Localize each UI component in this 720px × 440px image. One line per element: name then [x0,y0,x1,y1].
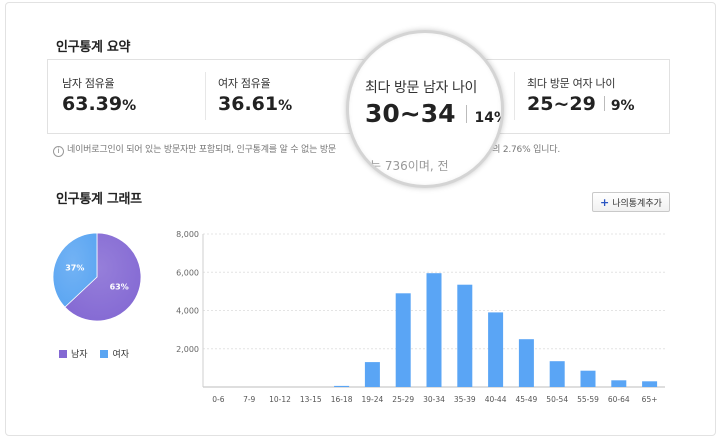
bar-30-34 [426,273,442,387]
female-share-label: 여자 점유율 [218,77,271,90]
graph-title: 인구통계 그래프 [56,192,142,207]
x-tick-label: 65+ [642,395,658,404]
divider [514,72,515,120]
gender-pie-chart: 63% 37% [52,232,142,322]
bar-65+ [642,381,658,387]
x-tick-label: 55-59 [577,395,599,404]
x-tick-label: 50-54 [546,395,568,404]
x-tick-label: 35-39 [454,395,476,404]
divider [205,72,206,120]
bar-19-24 [364,362,380,387]
bar-40-44 [488,312,504,387]
female-share-value: 36.61% [218,93,293,115]
y-tick-label: 2,000 [176,345,199,354]
male-share-label: 남자 점유율 [62,77,115,90]
info-note: i 네이버로그인이 되어 있는 방문자만 포함되며, 인구통계를 알 수 없는 방… [53,142,560,157]
legend-item-female: 여자 [100,350,129,360]
bar-16-18 [334,385,350,387]
legend-item-male: 남자 [59,350,88,360]
male-share-value: 63.39% [62,93,137,115]
y-tick-label: 6,000 [176,268,199,277]
magnified-note-text: 수는 736이며, 전 [359,159,449,173]
pie-slice-label: 63% [110,283,129,292]
x-tick-label: 60-64 [608,395,630,404]
top-female-age-percent: 9% [610,98,635,114]
legend-swatch-female [100,350,109,358]
x-tick-label: 25-29 [392,395,414,404]
pie-slice-label: 37% [65,263,84,272]
x-tick-label: 13-15 [300,395,322,404]
summary-title: 인구통계 요약 [56,40,131,55]
top-male-age-label: 최다 방문 남자 나이 [365,80,477,96]
x-tick-label: 10-12 [269,395,291,404]
legend-swatch-male [59,350,67,358]
x-tick-label: 0-6 [212,395,224,404]
top-female-age-label: 최다 방문 여자 나이 [527,77,616,90]
bar-55-59 [580,370,596,387]
bar-50-54 [549,361,565,387]
bar-35-39 [457,284,473,387]
bar-60-64 [611,380,627,387]
y-tick-label: 8,000 [176,230,199,239]
male-share-cell: 남자 점유율 63.39% [62,60,202,133]
age-bar-chart: 2,000 4,000 6,000 8,000 0-6 7-9 10-12 13-15 16-1… [176,230,665,404]
bar-45-49 [518,339,534,387]
x-tick-label: 16-18 [331,395,353,404]
plus-icon: + [600,196,610,209]
x-tick-label: 19-24 [362,395,384,404]
top-female-age-value: 25~29 9% [527,93,635,115]
top-male-age-percent: 14% [474,110,501,126]
top-female-age-cell: 최다 방문 여자 나이 25~29 9% [527,60,667,133]
pie-legend: 남자 여자 [59,347,139,360]
x-tick-label: 7-9 [243,395,255,404]
y-tick-label: 4,000 [176,307,199,316]
bar-25-29 [395,293,411,387]
info-icon: i [53,146,64,157]
add-my-stats-button[interactable]: + 나의통계추가 [592,192,670,212]
female-share-cell: 여자 점유율 36.61% [218,60,358,133]
pie-slice-female [52,232,98,308]
x-tick-label: 40-44 [485,395,507,404]
x-tick-label: 45-49 [516,395,538,404]
pie-slice-male [64,232,142,322]
x-tick-label: 30-34 [423,395,445,404]
